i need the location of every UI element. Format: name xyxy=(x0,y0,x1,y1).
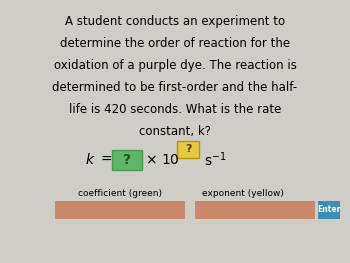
FancyBboxPatch shape xyxy=(177,141,199,158)
Text: Enter: Enter xyxy=(317,205,341,215)
Text: ?: ? xyxy=(123,153,131,167)
Text: coefficient (green): coefficient (green) xyxy=(78,189,162,198)
Text: $k$: $k$ xyxy=(84,153,95,168)
FancyBboxPatch shape xyxy=(55,201,185,219)
Text: ?: ? xyxy=(185,144,191,154)
Text: s$^{-1}$: s$^{-1}$ xyxy=(200,151,227,169)
Text: exponent (yellow): exponent (yellow) xyxy=(202,189,284,198)
Text: A student conducts an experiment to: A student conducts an experiment to xyxy=(65,15,285,28)
FancyBboxPatch shape xyxy=(195,201,315,219)
FancyBboxPatch shape xyxy=(112,150,142,170)
Text: $\times$ 10: $\times$ 10 xyxy=(145,153,180,167)
Text: constant, k?: constant, k? xyxy=(139,125,211,138)
Text: =: = xyxy=(100,153,112,167)
Text: life is 420 seconds. What is the rate: life is 420 seconds. What is the rate xyxy=(69,103,281,116)
Text: determine the order of reaction for the: determine the order of reaction for the xyxy=(60,37,290,50)
Text: determined to be first-order and the half-: determined to be first-order and the hal… xyxy=(52,81,298,94)
Text: oxidation of a purple dye. The reaction is: oxidation of a purple dye. The reaction … xyxy=(54,59,296,72)
FancyBboxPatch shape xyxy=(318,201,340,219)
